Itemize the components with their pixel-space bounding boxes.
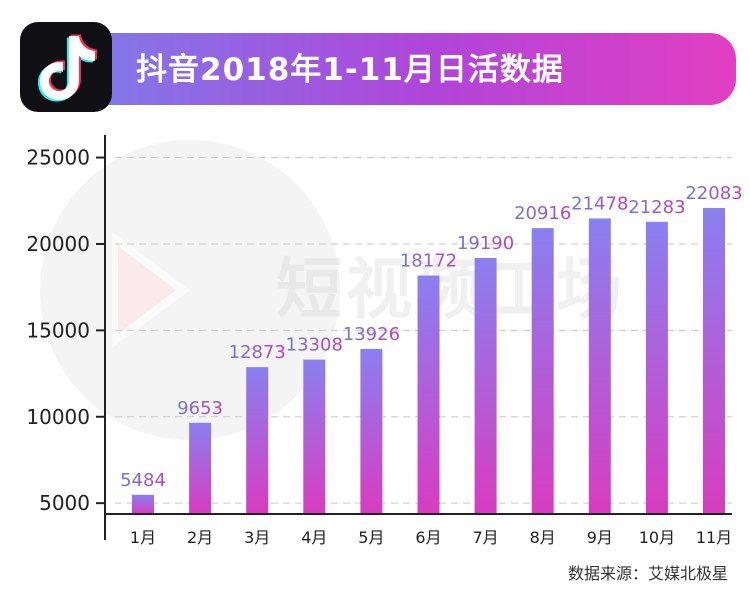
data-label: 9653 bbox=[177, 398, 223, 419]
bar bbox=[588, 218, 611, 514]
chart-title: 抖音2018年1-11月日活数据 bbox=[136, 52, 564, 88]
bar bbox=[360, 348, 383, 514]
watermark-text: 短视频工场 bbox=[276, 251, 626, 328]
y-tick-label: 5000 bbox=[39, 491, 90, 515]
data-label: 20916 bbox=[514, 203, 571, 224]
data-label: 13308 bbox=[286, 335, 343, 356]
bar bbox=[417, 275, 440, 514]
x-axis-ticks: 1月 2月 3月 4月 5月 6月 7月 8月 9月 10月 11月 bbox=[130, 528, 732, 547]
x-tick-label: 6月 bbox=[415, 528, 441, 547]
data-label: 21478 bbox=[571, 193, 628, 214]
title-banner bbox=[60, 33, 736, 105]
x-tick-label: 11月 bbox=[696, 528, 732, 547]
data-label: 13926 bbox=[343, 324, 400, 345]
data-source: 数据来源：艾媒北极星 bbox=[567, 564, 728, 583]
data-label: 18172 bbox=[400, 251, 457, 272]
data-label: 5484 bbox=[120, 470, 166, 491]
bar bbox=[303, 359, 326, 514]
bar bbox=[645, 221, 668, 514]
data-label: 12873 bbox=[229, 342, 286, 363]
bars bbox=[132, 207, 725, 514]
x-tick-label: 9月 bbox=[587, 528, 613, 547]
y-axis-ticks: 5000 10000 15000 20000 25000 bbox=[26, 146, 105, 515]
x-tick-label: 2月 bbox=[187, 528, 213, 547]
x-tick-label: 5月 bbox=[358, 528, 384, 547]
x-tick-label: 10月 bbox=[639, 528, 675, 547]
bar bbox=[703, 207, 725, 514]
x-tick-label: 1月 bbox=[130, 528, 156, 547]
app-logo bbox=[20, 22, 112, 112]
bar bbox=[246, 367, 269, 514]
x-tick-label: 8月 bbox=[530, 528, 556, 547]
bar bbox=[132, 494, 154, 514]
tiktok-note-icon bbox=[38, 34, 97, 102]
data-label: 19190 bbox=[457, 233, 514, 254]
bar bbox=[474, 257, 497, 514]
y-tick-label: 20000 bbox=[26, 232, 90, 256]
x-tick-label: 4月 bbox=[301, 528, 327, 547]
gridlines bbox=[115, 157, 732, 504]
data-label: 21283 bbox=[628, 197, 685, 218]
bar bbox=[531, 228, 554, 514]
data-label: 22083 bbox=[685, 183, 742, 204]
y-tick-label: 10000 bbox=[26, 405, 90, 429]
y-tick-label: 15000 bbox=[26, 318, 90, 342]
x-tick-label: 7月 bbox=[473, 528, 499, 547]
bar bbox=[189, 422, 212, 514]
x-tick-label: 3月 bbox=[244, 528, 270, 547]
y-tick-label: 25000 bbox=[26, 146, 90, 170]
